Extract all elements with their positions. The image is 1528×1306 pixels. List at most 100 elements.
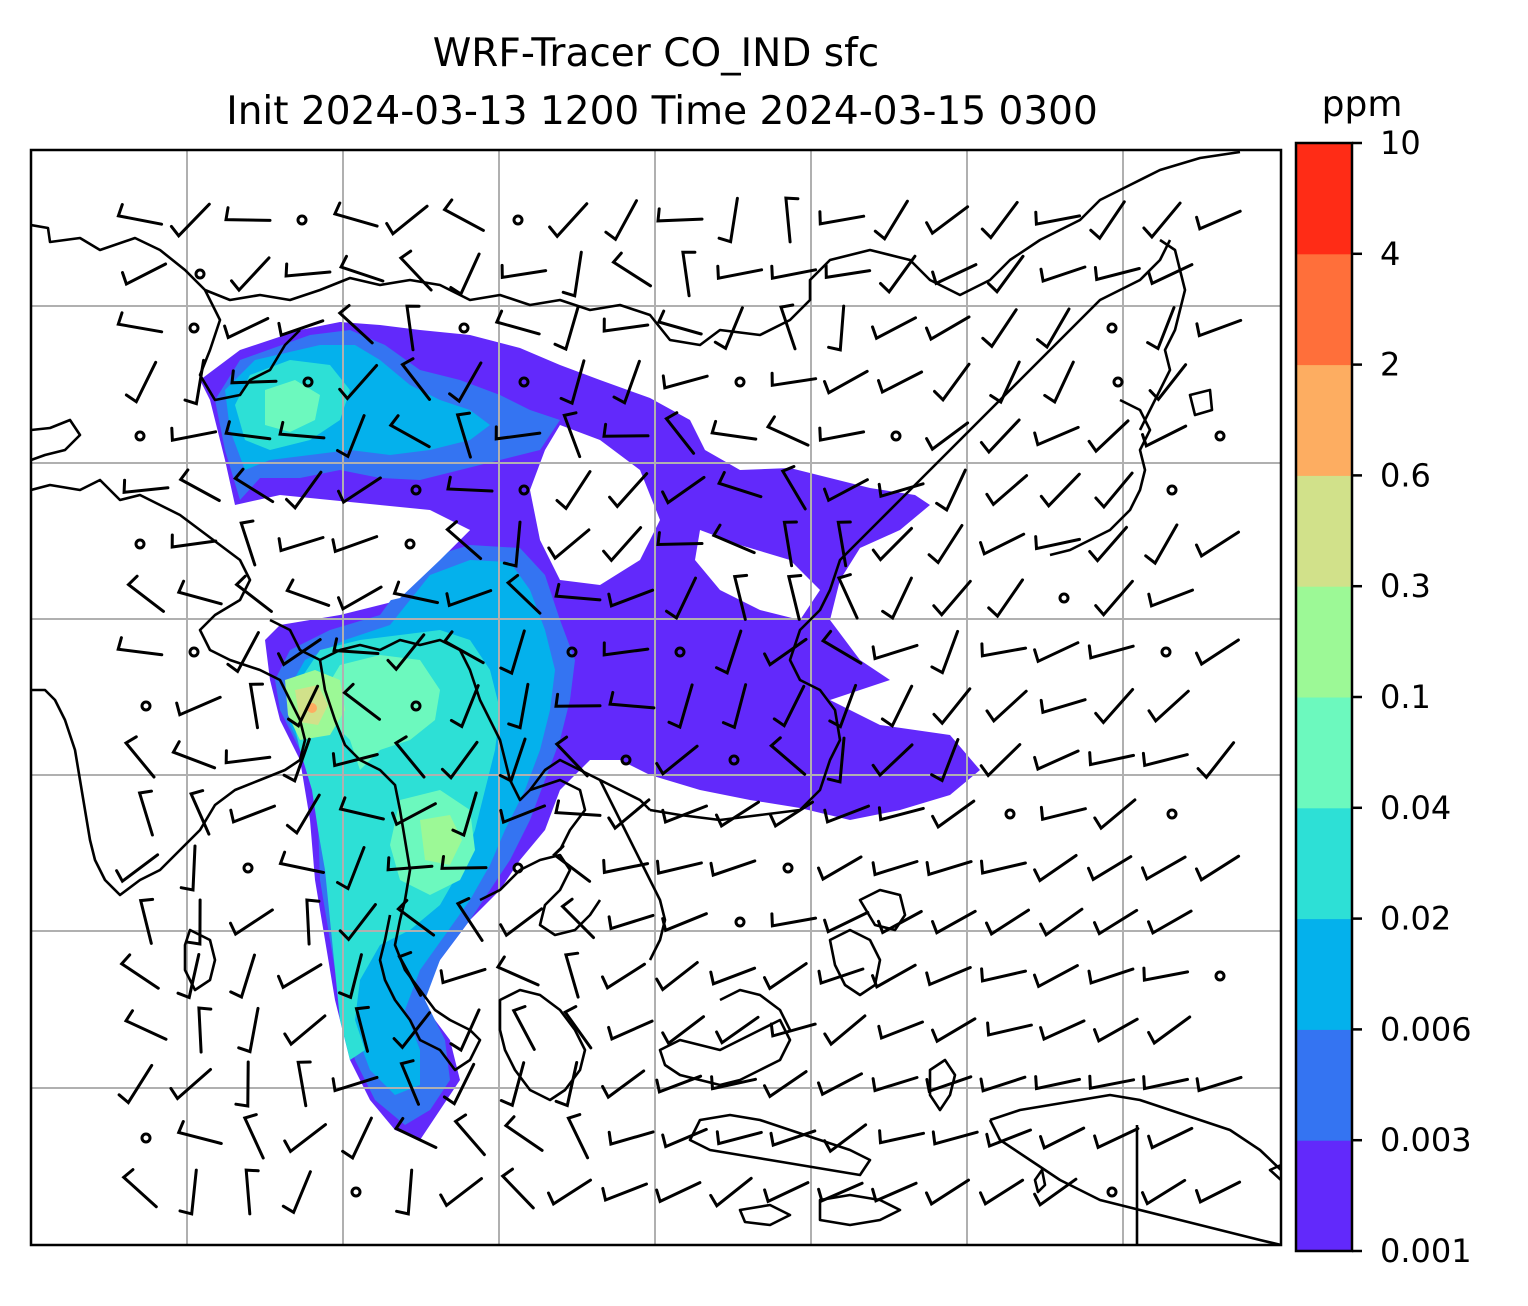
wind-barb [823,1123,868,1154]
wind-barb [607,1130,655,1147]
wind-barb [392,1011,432,1050]
wind-barb [1142,966,1190,982]
wind-barb [710,1075,757,1091]
wind-barb [1039,805,1087,822]
wind-barb [455,411,472,459]
calm-wind-marker [782,862,794,874]
wind-barb [607,798,651,831]
calm-wind-marker [188,322,200,334]
wind-barb [560,897,595,940]
wind-barb [400,357,431,401]
wind-barb [931,909,977,935]
wind-barb [500,263,548,280]
wind-barb [442,198,485,232]
wind-barb [656,309,703,336]
wind-barb [1195,530,1240,559]
wind-barb [446,475,494,493]
wind-barb [713,306,744,351]
calm-wind-marker [1004,808,1016,820]
wind-barb [664,411,696,455]
wind-barb [337,304,374,345]
wind-barb [1146,306,1176,351]
wind-barb [879,254,917,295]
calm-wind-marker [458,322,470,334]
wind-barb [392,580,439,605]
wind-barb [601,1069,646,1100]
calm-wind-marker [302,376,314,388]
wind-barb [709,859,757,878]
wind-barb [561,250,583,298]
wind-barb [925,1178,970,1207]
wind-barb [1088,1074,1136,1091]
wind-barb [782,520,798,568]
wind-barb [451,791,478,838]
wind-barb [1043,360,1075,405]
wind-barb [784,196,800,244]
calm-wind-marker [512,862,524,874]
wind-barb [661,804,708,825]
wind-barb [769,736,807,776]
wind-barb [979,1178,1025,1206]
wind-barb [244,1168,260,1216]
wind-barb [559,359,586,406]
wind-barb [405,304,421,352]
wind-barb [1195,318,1243,338]
calm-wind-marker [890,430,902,442]
wind-barb [224,206,272,222]
wind-barb [393,735,426,779]
calm-wind-marker [296,214,308,226]
wind-barb [123,1009,168,1041]
colorbar-tick-label: 2 [1380,346,1400,384]
wind-barb [932,687,972,726]
wind-barb [237,1006,260,1054]
wind-barb [1147,1015,1192,1046]
wind-barb [137,789,154,837]
colorbar-band [1296,143,1352,255]
field-band-004 [265,380,320,432]
wind-barb [611,251,652,288]
calm-wind-marker [518,484,530,496]
wind-barb [715,629,743,676]
wind-barb [197,1006,213,1054]
wind-barb [393,1117,438,1149]
wind-barb [607,1019,654,1041]
wind-barb [449,252,481,297]
wind-barb [873,199,909,242]
wind-barb [931,1017,977,1044]
calm-wind-marker [134,430,146,442]
wind-barb [980,642,1028,658]
wind-barb [338,254,385,283]
colorbar-tick-label: 4 [1380,235,1400,273]
wind-barb [554,735,589,778]
wind-barb [667,683,694,730]
wind-barb [449,684,480,729]
wind-barb [1087,967,1135,985]
wind-barb [1089,200,1126,241]
calm-wind-marker [620,754,632,766]
wind-barb [1033,641,1080,664]
wind-barb [770,264,818,281]
wind-barb [285,470,323,511]
wind-barb [499,804,546,825]
wind-barb [554,799,602,817]
colorbar-tick-label: 0.001 [1380,1232,1472,1270]
wind-barb [602,858,650,875]
wind-barb [877,370,924,395]
wind-barb [715,1130,763,1146]
wind-barb [395,1168,414,1216]
wind-barb [931,263,978,286]
wind-barb [1093,908,1139,936]
wind-barb [1039,907,1084,938]
wind-barb [547,528,591,561]
wind-barb [386,856,434,872]
wind-barb [1195,209,1242,231]
wind-barb [552,844,592,883]
colorbar-band [1296,253,1352,366]
wind-barb [823,369,869,395]
wind-barb [655,744,699,777]
wind-barb [495,955,540,987]
wind-barb [710,419,758,441]
wind-barb [823,1014,867,1047]
wind-barb [1036,307,1071,350]
wind-barb [607,588,655,608]
